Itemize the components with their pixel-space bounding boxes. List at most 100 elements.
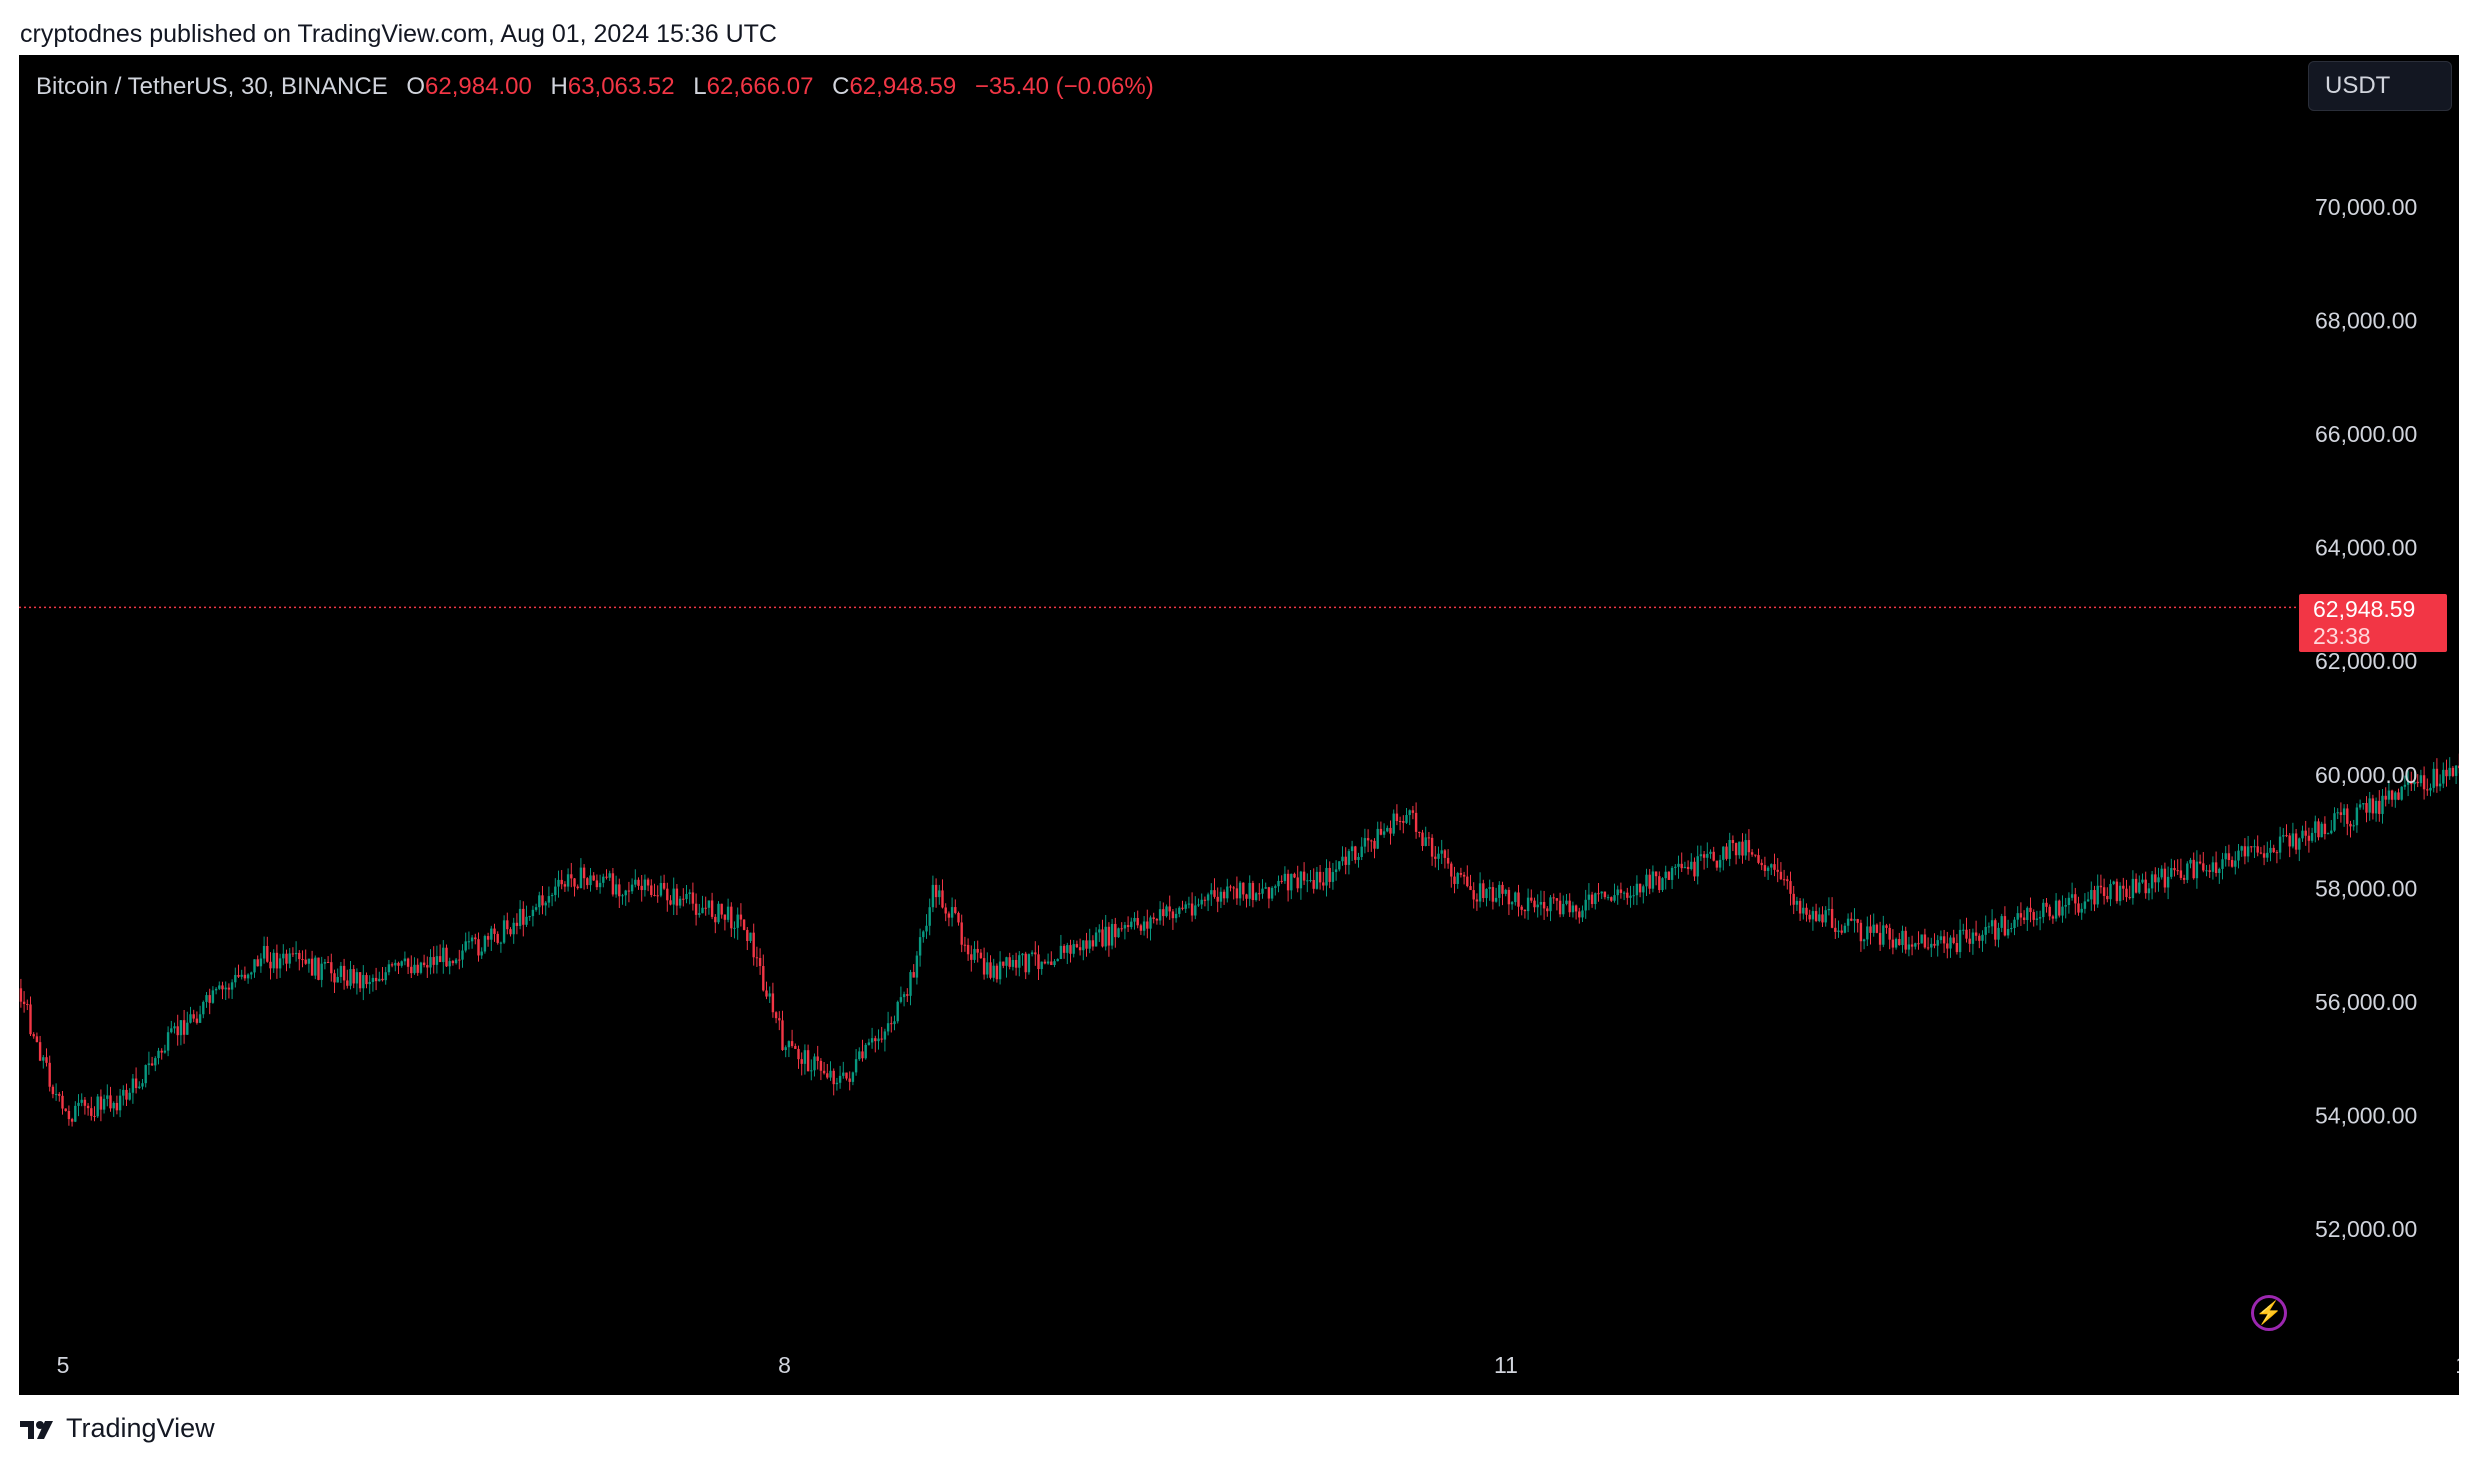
currency-button[interactable]: USDT xyxy=(2308,61,2452,111)
candle-body xyxy=(2093,890,2096,905)
candle-body xyxy=(630,884,634,892)
candle-body xyxy=(1315,871,1319,889)
candle-body xyxy=(2349,823,2352,827)
candle-body xyxy=(86,1105,90,1109)
candle-body xyxy=(1610,897,1613,901)
candle-body xyxy=(1411,810,1415,813)
candle-body xyxy=(563,884,567,887)
candle-body xyxy=(224,987,227,990)
price-tick-label: 66,000.00 xyxy=(2315,421,2417,447)
candle-body xyxy=(912,972,915,978)
candle-body xyxy=(941,890,944,908)
candlestick-chart[interactable]: 70,000.00 68,000.00 66,000.00 64,000.00 62,0… xyxy=(19,55,2459,1395)
candle-body xyxy=(2406,780,2410,785)
candle-body xyxy=(1402,821,1405,823)
candle-body xyxy=(611,873,615,895)
candle-body xyxy=(202,1001,205,1015)
candle-body xyxy=(874,1038,877,1042)
candle-body xyxy=(426,965,429,968)
candle-body xyxy=(544,902,547,906)
open-value: 62,984.00 xyxy=(425,73,532,100)
candle-body xyxy=(1469,886,1472,891)
candle-body xyxy=(1939,936,1943,941)
close-value: 62,948.59 xyxy=(849,73,957,100)
candle-body xyxy=(1552,897,1555,899)
candle-body xyxy=(589,875,592,886)
candle-body xyxy=(1555,898,1559,901)
candle-body xyxy=(1206,894,1210,901)
candle-body xyxy=(1811,911,1815,920)
candle-body xyxy=(1904,930,1907,950)
candle-body xyxy=(109,1095,112,1109)
candle-body xyxy=(819,1060,823,1071)
candle-body xyxy=(1590,894,1594,905)
candle-body xyxy=(1798,900,1802,914)
candle-body xyxy=(1910,944,1914,947)
candle-body xyxy=(2422,775,2426,790)
candle-body xyxy=(2122,885,2125,889)
candle-body xyxy=(278,958,282,969)
candle-body xyxy=(810,1070,813,1072)
candle-body xyxy=(608,873,611,878)
candle-body xyxy=(1824,910,1827,923)
candle-body xyxy=(893,1021,896,1025)
candle-body xyxy=(1722,846,1725,860)
candle-body xyxy=(1379,828,1383,835)
candle-body xyxy=(467,941,471,943)
candle-body xyxy=(534,907,538,910)
candle-body xyxy=(749,932,752,941)
candle-body xyxy=(726,906,730,920)
candle-body xyxy=(694,903,698,915)
candle-body xyxy=(1120,928,1123,930)
candle-body xyxy=(1894,938,1898,948)
candle-body xyxy=(1898,938,1901,946)
candle-body xyxy=(704,907,707,909)
candle-body xyxy=(672,888,675,905)
candle-body xyxy=(1613,895,1616,901)
candle-body xyxy=(1405,815,1408,823)
candle-body xyxy=(1280,880,1283,882)
candle-body xyxy=(1434,856,1437,859)
candle-body xyxy=(1424,837,1427,846)
candle-body xyxy=(1472,890,1475,900)
candle-body xyxy=(1779,871,1783,880)
candle-body xyxy=(653,894,656,896)
candle-body xyxy=(1738,841,1741,856)
candle-body xyxy=(2250,846,2253,848)
candle-body xyxy=(1523,909,1527,912)
candle-body xyxy=(1328,867,1331,882)
candle-body xyxy=(2211,862,2215,872)
candle-body xyxy=(2451,767,2455,776)
candle-body xyxy=(1581,910,1584,918)
candle-body xyxy=(1037,954,1040,970)
candle-body xyxy=(2125,888,2128,898)
candle-body xyxy=(1997,927,2000,940)
price-tick-label: 70,000.00 xyxy=(2315,194,2417,220)
chart-pane[interactable]: 70,000.00 68,000.00 66,000.00 64,000.00 62,0… xyxy=(19,55,2459,1395)
candle-body xyxy=(253,959,256,973)
candle-body xyxy=(320,963,323,980)
candle-body xyxy=(1450,863,1453,877)
candle-body xyxy=(1536,904,1539,908)
candle-body xyxy=(29,1004,32,1035)
candle-body xyxy=(80,1099,83,1103)
candle-body xyxy=(1648,874,1651,889)
candle-body xyxy=(499,942,503,944)
time-axis[interactable]: 58111518222529Aug xyxy=(57,1352,2459,1378)
candle-body xyxy=(2067,897,2071,905)
candle-body xyxy=(470,937,474,942)
candle-body xyxy=(2358,804,2362,808)
candle-body xyxy=(2259,852,2263,854)
candle-body xyxy=(2413,781,2416,785)
price-axis[interactable]: 70,000.00 68,000.00 66,000.00 64,000.00 62,0… xyxy=(2315,194,2417,1242)
candle-body xyxy=(246,974,250,979)
lightning-icon[interactable]: ⚡ xyxy=(2251,1295,2287,1331)
candle-body xyxy=(1094,932,1098,947)
candle-body xyxy=(400,961,403,966)
open-label: O xyxy=(406,73,426,100)
candle-body xyxy=(1485,888,1488,899)
candle-body xyxy=(2320,823,2323,838)
candle-body xyxy=(890,1023,893,1025)
candle-body xyxy=(614,884,618,895)
tradingview-logo[interactable]: TradingView xyxy=(20,1413,215,1444)
